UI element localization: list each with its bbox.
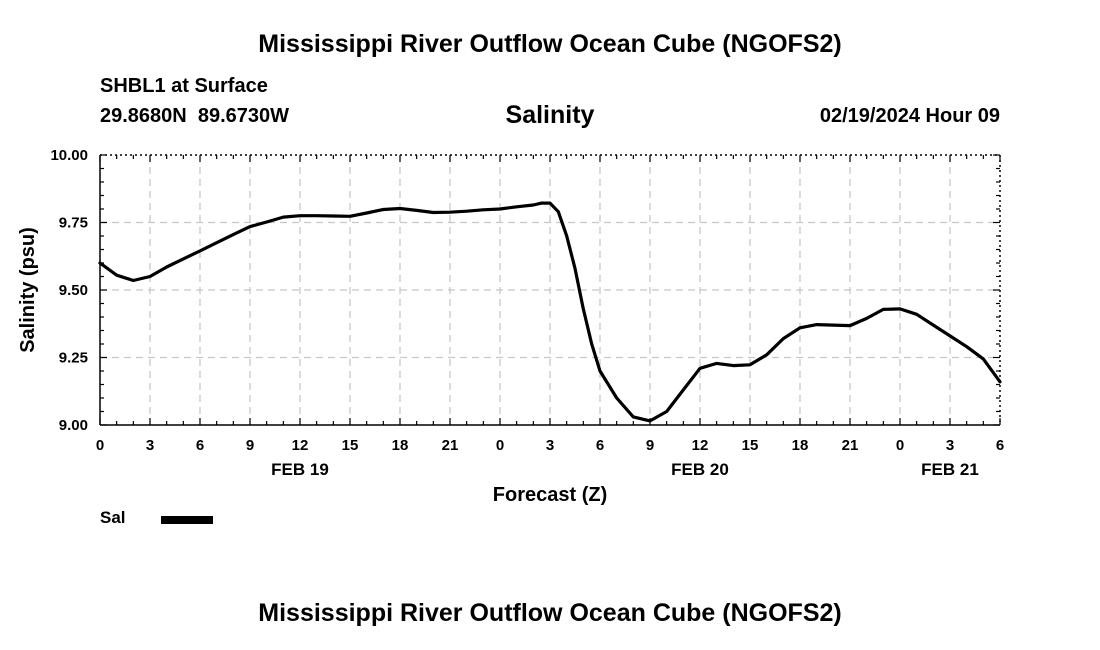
bottom-title: Mississippi River Outflow Ocean Cube (NG… [258, 599, 842, 627]
x-date-label: FEB 19 [271, 460, 329, 479]
x-tick-label: 3 [946, 437, 954, 454]
x-tick-label: 21 [442, 437, 459, 454]
salinity-series-line [98, 201, 1002, 423]
x-tick-label: 9 [646, 437, 654, 454]
x-date-label: FEB 21 [921, 460, 979, 479]
y-tick-label: 9.50 [59, 282, 88, 299]
x-tick-label: 6 [196, 437, 204, 454]
x-tick-label: 0 [496, 437, 504, 454]
chart-title: Mississippi River Outflow Ocean Cube (NG… [258, 30, 842, 58]
y-tick-label: 9.00 [59, 417, 88, 434]
x-tick-label: 9 [246, 437, 254, 454]
y-axis-label: Salinity (psu) [17, 227, 39, 353]
station-coordinates: 29.8680N 89.6730W [100, 105, 290, 127]
variable-title: Salinity [505, 101, 595, 129]
x-tick-label: 12 [292, 437, 309, 454]
x-tick-label: 15 [342, 437, 359, 454]
y-tick-label: 10.00 [50, 147, 88, 164]
x-tick-label: 18 [792, 437, 809, 454]
legend-label: Sal [100, 508, 126, 527]
forecast-datetime: 02/19/2024 Hour 09 [819, 105, 1000, 127]
x-tick-label: 0 [896, 437, 904, 454]
y-tick-label: 9.75 [59, 215, 88, 232]
x-tick-label: 6 [996, 437, 1004, 454]
legend-line-swatch [161, 516, 213, 524]
x-tick-label: 21 [842, 437, 859, 454]
x-tick-label: 18 [392, 437, 409, 454]
x-tick-label: 3 [546, 437, 554, 454]
station-label: SHBL1 at Surface [100, 75, 268, 97]
x-tick-label: 15 [742, 437, 759, 454]
x-tick-label: 0 [96, 437, 104, 454]
x-tick-label: 12 [692, 437, 709, 454]
x-tick-label: 3 [146, 437, 154, 454]
x-tick-label: 6 [596, 437, 604, 454]
x-axis-label: Forecast (Z) [493, 484, 607, 506]
x-date-label: FEB 20 [671, 460, 729, 479]
y-tick-label: 9.25 [59, 350, 88, 367]
